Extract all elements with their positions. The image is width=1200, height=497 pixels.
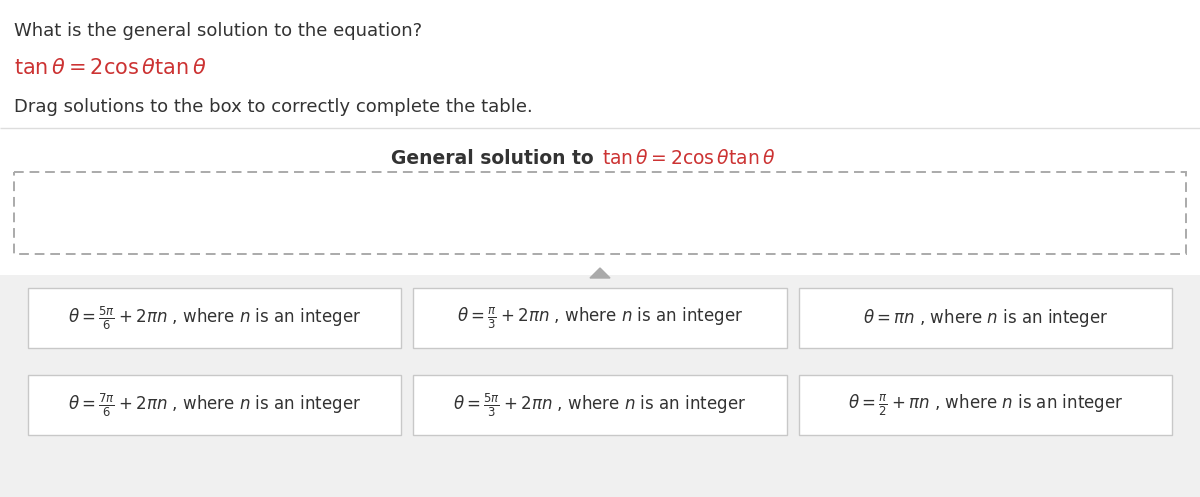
Text: $\theta = \frac{\pi}{3} + 2\pi n$ , where $n$ is an integer: $\theta = \frac{\pi}{3} + 2\pi n$ , wher…: [457, 305, 743, 331]
FancyBboxPatch shape: [413, 375, 787, 435]
Text: $\tan\theta = 2\cos\theta\tan\theta$: $\tan\theta = 2\cos\theta\tan\theta$: [14, 58, 206, 78]
Text: $\theta = \frac{7\pi}{6} + 2\pi n$ , where $n$ is an integer: $\theta = \frac{7\pi}{6} + 2\pi n$ , whe…: [68, 391, 361, 418]
FancyBboxPatch shape: [413, 288, 787, 348]
Text: $\theta = \frac{5\pi}{3} + 2\pi n$ , where $n$ is an integer: $\theta = \frac{5\pi}{3} + 2\pi n$ , whe…: [454, 391, 746, 418]
Text: $\theta = \frac{\pi}{2} + \pi n$ , where $n$ is an integer: $\theta = \frac{\pi}{2} + \pi n$ , where…: [847, 392, 1123, 417]
FancyBboxPatch shape: [799, 375, 1172, 435]
Text: What is the general solution to the equation?: What is the general solution to the equa…: [14, 22, 422, 40]
Text: $\theta = \pi n$ , where $n$ is an integer: $\theta = \pi n$ , where $n$ is an integ…: [863, 307, 1108, 329]
Text: General solution to: General solution to: [391, 149, 600, 167]
FancyBboxPatch shape: [28, 288, 401, 348]
Text: $\tan\theta = 2\cos\theta\tan\theta$: $\tan\theta = 2\cos\theta\tan\theta$: [602, 149, 775, 167]
Text: Drag solutions to the box to correctly complete the table.: Drag solutions to the box to correctly c…: [14, 98, 533, 116]
FancyBboxPatch shape: [28, 375, 401, 435]
Text: $\theta = \frac{5\pi}{6} + 2\pi n$ , where $n$ is an integer: $\theta = \frac{5\pi}{6} + 2\pi n$ , whe…: [68, 304, 361, 331]
Bar: [0, 275, 1200, 497]
FancyBboxPatch shape: [799, 288, 1172, 348]
Bar: [14, 172, 1186, 254]
Polygon shape: [590, 268, 610, 278]
